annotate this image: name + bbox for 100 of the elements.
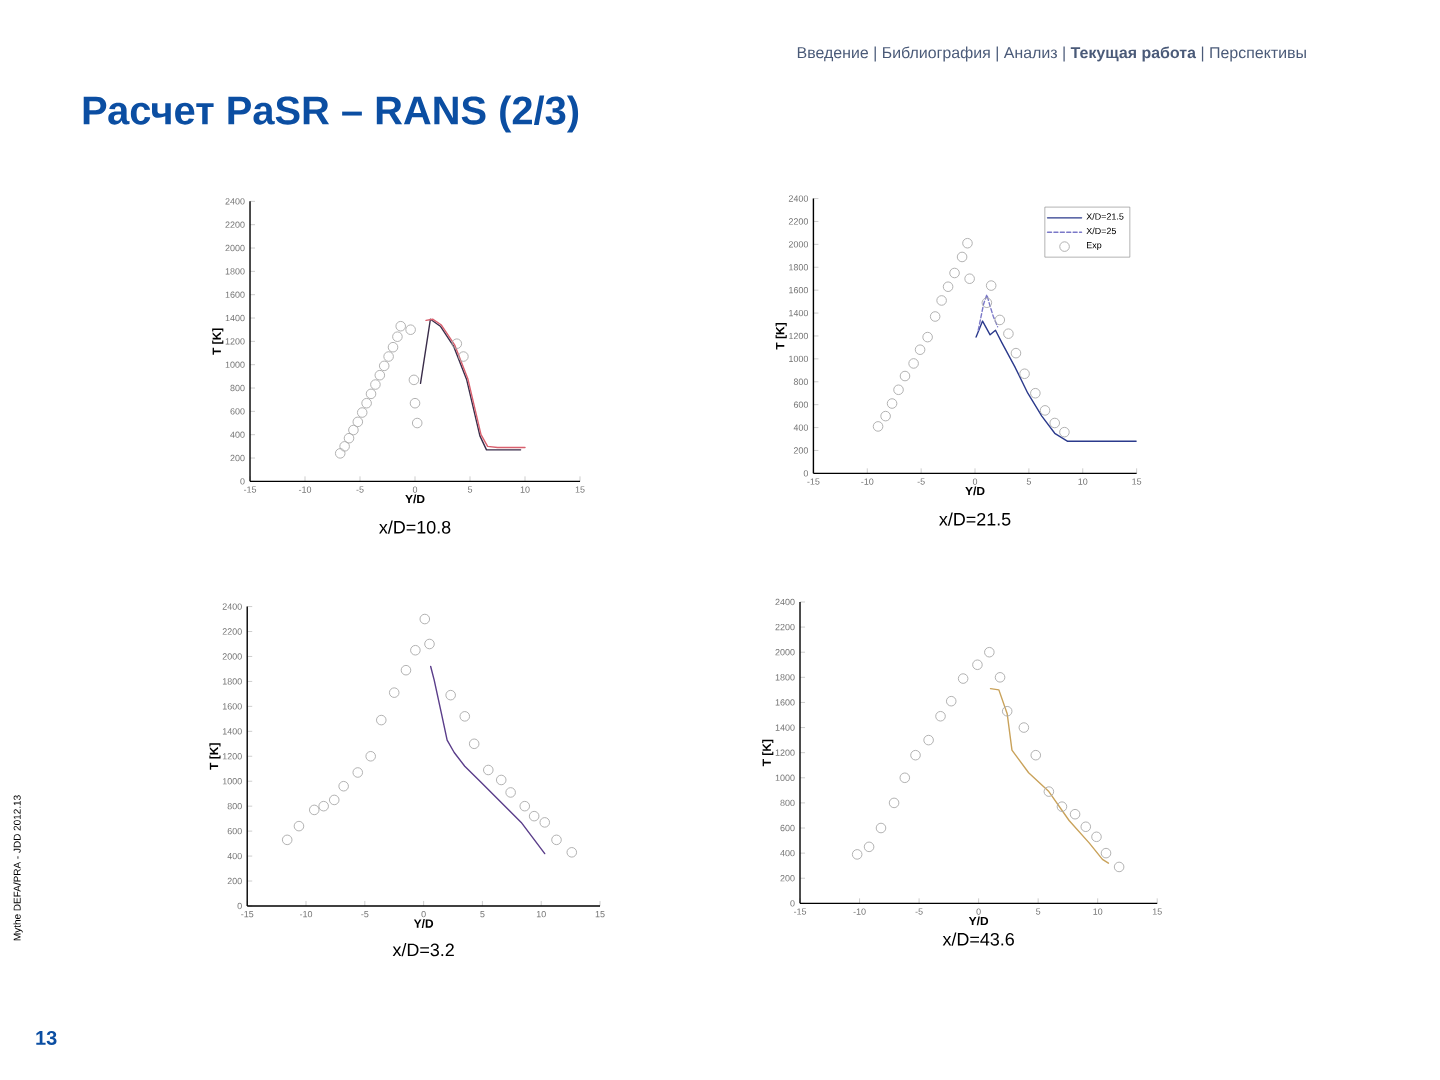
point	[872, 421, 884, 432]
point	[942, 281, 954, 292]
point	[334, 448, 346, 459]
point	[935, 711, 946, 722]
point	[1091, 831, 1102, 843]
point	[551, 834, 562, 846]
point	[539, 817, 550, 828]
point	[378, 360, 390, 372]
point	[1080, 821, 1092, 833]
point	[566, 847, 578, 858]
point	[914, 344, 926, 355]
text: Расчет PaSR – RANS (2/3)	[83, 95, 579, 133]
point	[356, 407, 368, 418]
point	[343, 432, 355, 444]
point	[419, 613, 431, 625]
point	[863, 841, 875, 853]
line-series	[977, 294, 999, 331]
point	[893, 384, 904, 396]
point	[1049, 417, 1060, 429]
point	[1100, 847, 1112, 859]
point	[957, 673, 969, 684]
point	[923, 734, 934, 746]
point	[929, 311, 941, 322]
point	[1018, 722, 1030, 733]
text: x/D=21.5	[939, 512, 1011, 526]
point	[405, 324, 416, 335]
point	[458, 351, 469, 362]
point	[388, 687, 400, 698]
point	[981, 297, 993, 309]
point	[984, 646, 995, 658]
point	[383, 351, 394, 362]
point	[281, 834, 293, 846]
point	[851, 849, 863, 860]
point	[886, 398, 898, 409]
point	[985, 280, 997, 291]
point	[528, 810, 540, 822]
point	[972, 659, 983, 671]
point	[1069, 808, 1081, 820]
point	[1056, 801, 1068, 812]
point	[400, 664, 412, 676]
point	[338, 780, 349, 792]
point	[411, 417, 423, 429]
point	[409, 397, 421, 409]
point	[936, 295, 947, 306]
point	[1030, 749, 1042, 761]
point	[424, 638, 435, 650]
point	[1010, 347, 1022, 359]
point	[899, 772, 911, 784]
point	[899, 370, 911, 382]
point	[908, 358, 919, 369]
point	[949, 267, 960, 279]
point	[956, 251, 968, 263]
point	[1113, 861, 1125, 873]
point	[468, 738, 480, 750]
point	[445, 689, 456, 701]
point	[410, 644, 421, 656]
text: x/D=3.2	[392, 943, 454, 957]
point	[495, 774, 507, 786]
point	[922, 331, 933, 343]
point	[387, 341, 399, 353]
point	[945, 695, 957, 707]
point	[1043, 786, 1055, 797]
point	[994, 314, 1006, 326]
point	[1019, 368, 1030, 379]
text: 13	[36, 1030, 57, 1046]
point	[451, 338, 463, 349]
point	[361, 397, 372, 409]
point	[1059, 426, 1070, 438]
point	[483, 764, 494, 776]
point	[1039, 405, 1051, 416]
point	[328, 794, 340, 806]
point	[309, 804, 320, 816]
point	[519, 800, 530, 812]
text: x/D=43.6	[942, 932, 1014, 946]
point	[962, 237, 973, 249]
point	[888, 797, 900, 809]
point	[376, 714, 387, 726]
point	[505, 787, 516, 798]
point	[348, 424, 359, 436]
point	[395, 320, 406, 332]
point	[994, 672, 1006, 683]
point	[392, 331, 403, 342]
point	[408, 374, 420, 386]
point	[374, 369, 386, 381]
line-series	[989, 687, 1110, 864]
point	[365, 388, 377, 400]
point	[459, 711, 471, 722]
point	[1001, 705, 1013, 717]
point	[352, 416, 364, 428]
point	[365, 751, 376, 762]
point	[293, 820, 305, 832]
point	[352, 767, 364, 778]
point	[318, 800, 329, 812]
point	[370, 379, 381, 390]
point	[1003, 328, 1014, 339]
point	[910, 749, 921, 761]
point	[964, 273, 975, 284]
point	[875, 822, 887, 834]
text: x/D=10.8	[379, 520, 451, 534]
point	[339, 441, 350, 452]
